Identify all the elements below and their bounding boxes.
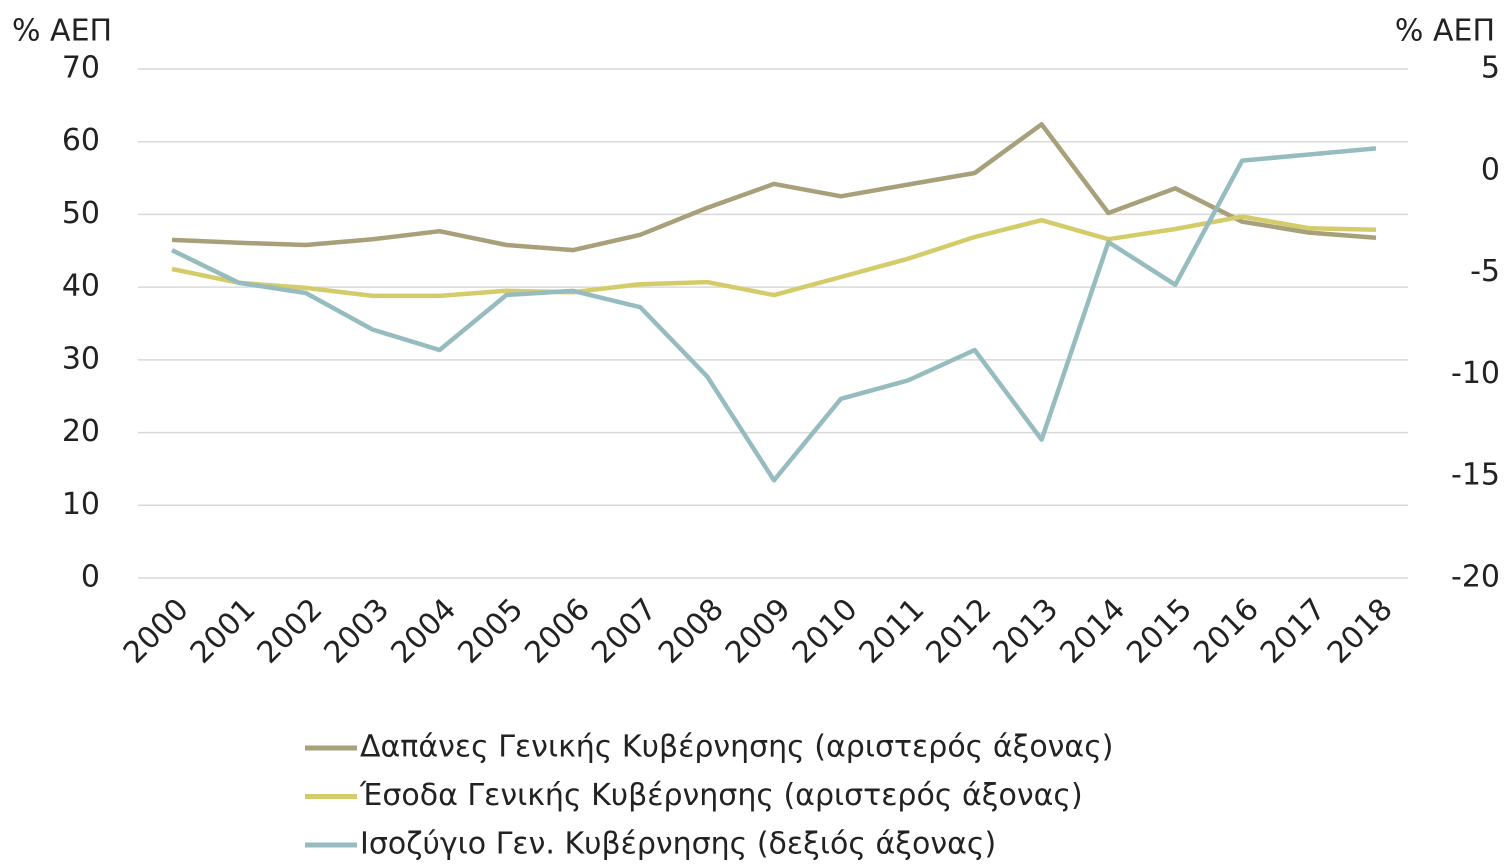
x-tick-label: 2002 [251, 592, 330, 671]
data-line [171, 122, 1377, 253]
x-tick-label: 2010 [786, 592, 865, 671]
data-line [171, 146, 1377, 483]
y-tick-label: 0 [81, 560, 100, 595]
y-tick-label: 10 [62, 487, 100, 522]
x-tick-label: 2013 [986, 592, 1065, 671]
x-tick-label: 2005 [451, 592, 530, 671]
y2-tick-label: -5 [1470, 254, 1500, 289]
x-tick-label: 2014 [1053, 592, 1132, 671]
y-tick-label: 70 [62, 51, 100, 86]
y-tick-label: 20 [62, 414, 100, 449]
y-axis-label: % ΑΕΠ [12, 14, 112, 49]
x-tick-label: 2007 [585, 592, 664, 671]
y2-axis-label: % ΑΕΠ [1395, 14, 1495, 49]
x-tick-label: 2004 [384, 592, 463, 671]
data-line [171, 214, 1377, 299]
y-tick-label: 60 [62, 123, 100, 158]
x-tick-label: 2003 [318, 592, 397, 671]
x-tick-label: 2015 [1120, 592, 1199, 671]
y2-tick-label: 5 [1481, 51, 1500, 86]
y2-tick-label: -15 [1451, 458, 1500, 493]
y-tick-label: 30 [62, 341, 100, 376]
x-tick-label: 2006 [518, 592, 597, 671]
x-tick-label: 2000 [117, 592, 196, 671]
x-tick-label: 2009 [719, 592, 798, 671]
y2-tick-label: -10 [1451, 356, 1500, 391]
x-tick-label: 2011 [853, 592, 932, 671]
legend-label: Έσοδα Γενικής Κυβέρνησης (αριστερός άξον… [359, 778, 1083, 813]
x-tick-label: 2008 [652, 592, 731, 671]
x-tick-label: 2018 [1321, 592, 1400, 671]
y2-tick-label: -20 [1451, 560, 1500, 595]
x-tick-label: 2012 [920, 592, 999, 671]
legend-label: Δαπάνες Γενικής Κυβέρνησης (αριστερός άξ… [360, 730, 1114, 765]
x-tick-label: 2001 [184, 592, 263, 671]
x-tick-label: 2017 [1254, 592, 1333, 671]
y2-tick-label: 0 [1481, 152, 1500, 187]
x-tick-label: 2016 [1187, 592, 1266, 671]
y-tick-label: 50 [62, 196, 100, 231]
y-tick-label: 40 [62, 269, 100, 304]
legend-label: Ισοζύγιο Γεν. Κυβέρνησης (δεξιός άξονας) [360, 827, 996, 862]
